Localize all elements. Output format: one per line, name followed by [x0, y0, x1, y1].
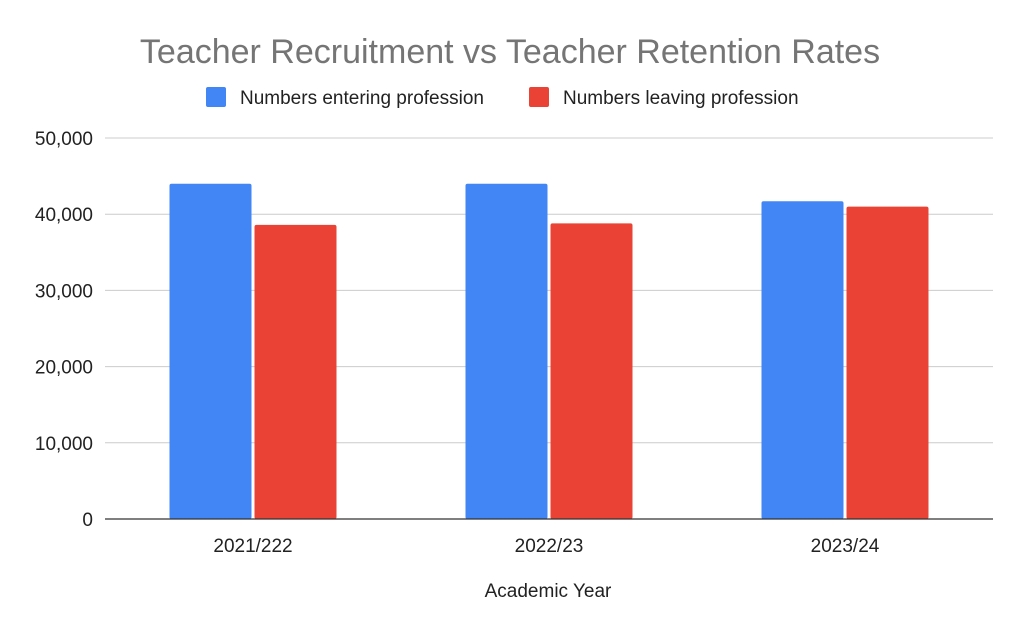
y-tick-label: 0	[82, 510, 93, 531]
chart-title: Teacher Recruitment vs Teacher Retention…	[140, 33, 880, 71]
y-tick-label: 20,000	[35, 358, 93, 379]
x-tick-label: 2022/23	[515, 536, 584, 557]
y-tick-label: 50,000	[35, 129, 93, 150]
x-axis-title: Academic Year	[485, 581, 612, 602]
y-axis-ticks: 0 10,000 20,000 30,000 40,000 50,000	[35, 129, 93, 531]
legend-label: Numbers entering profession	[240, 88, 484, 109]
legend-swatch	[206, 87, 226, 107]
x-tick-label: 2023/24	[811, 536, 880, 557]
bars	[169, 183, 929, 520]
y-tick-label: 40,000	[35, 205, 93, 226]
bar-leaving-2	[846, 206, 929, 519]
y-tick-label: 10,000	[35, 434, 93, 455]
bar-entering-1	[465, 183, 548, 519]
x-axis-ticks: 2021/222 2022/23 2023/24	[213, 536, 879, 557]
x-tick-label: 2021/222	[213, 536, 292, 557]
bar-entering-2	[761, 201, 844, 519]
legend-swatch	[529, 87, 549, 107]
legend: Numbers entering profession Numbers leavi…	[206, 87, 799, 109]
bar-entering-0	[169, 183, 252, 519]
y-tick-label: 30,000	[35, 281, 93, 302]
bar-leaving-0	[254, 224, 337, 520]
gridlines	[105, 137, 993, 444]
bar-leaving-1	[550, 223, 633, 519]
legend-label: Numbers leaving profession	[563, 88, 799, 109]
